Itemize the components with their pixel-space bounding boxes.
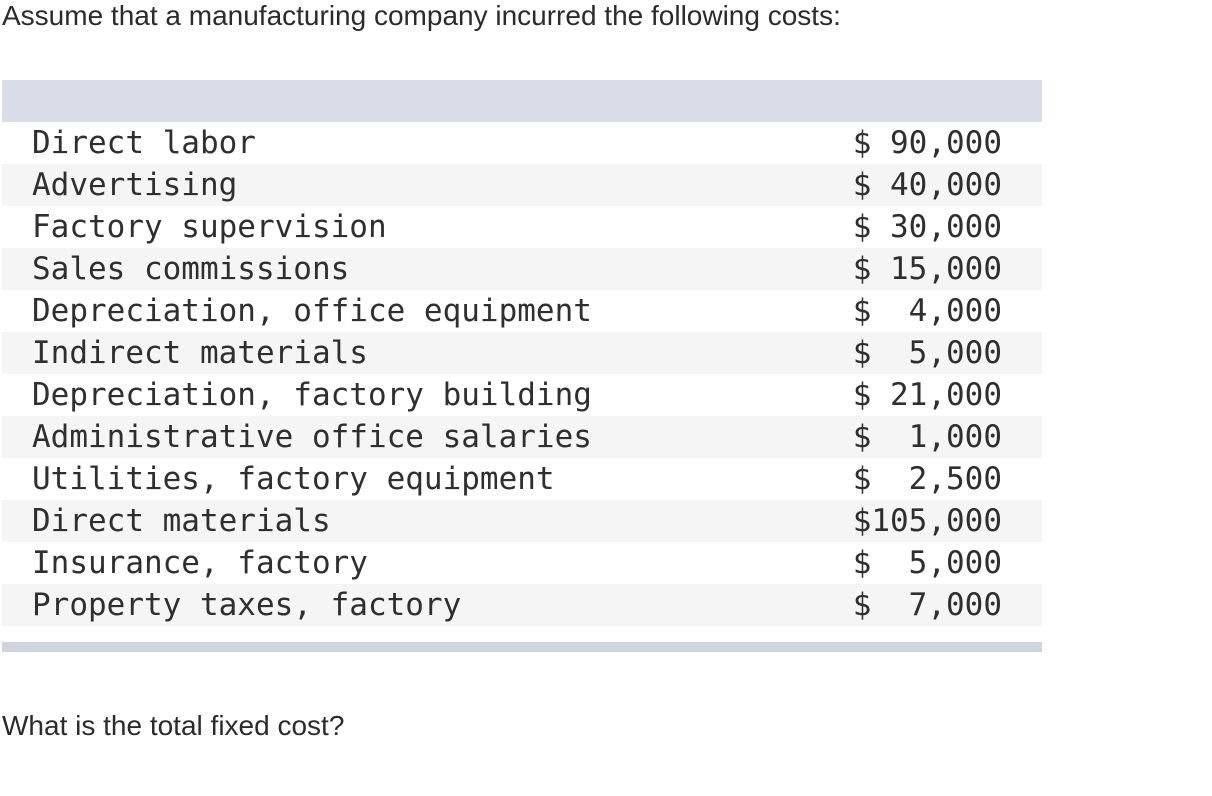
cost-value: $ 21,000 <box>852 377 1002 413</box>
cost-label: Factory supervision <box>32 209 387 245</box>
cost-label: Depreciation, factory building <box>32 377 592 413</box>
cost-value: $ 1,000 <box>852 419 1002 455</box>
table-row-advertising: Advertising $ 40,000 <box>2 164 1042 206</box>
table-row-administrative-office-salaries: Administrative office salaries $ 1,000 <box>2 416 1042 458</box>
cost-value: $ 5,000 <box>852 545 1002 581</box>
table-row-property-taxes-factory: Property taxes, factory $ 7,000 <box>2 584 1042 626</box>
cost-table: Direct labor $ 90,000 Advertising $ 40,0… <box>2 80 1042 652</box>
cost-value: $105,000 <box>852 503 1002 539</box>
cost-label: Administrative office salaries <box>32 419 592 455</box>
cost-label: Property taxes, factory <box>32 587 462 623</box>
table-spacer <box>2 626 1042 642</box>
table-body: Direct labor $ 90,000 Advertising $ 40,0… <box>2 122 1042 626</box>
cost-label: Utilities, factory equipment <box>32 461 555 497</box>
cost-label: Sales commissions <box>32 251 350 287</box>
cost-value: $ 7,000 <box>852 587 1002 623</box>
cost-label: Depreciation, office equipment <box>32 293 592 329</box>
cost-label: Direct labor <box>32 125 256 161</box>
cost-value: $ 15,000 <box>852 251 1002 287</box>
cost-label: Advertising <box>32 167 238 203</box>
cost-label: Insurance, factory <box>32 545 368 581</box>
table-row-direct-labor: Direct labor $ 90,000 <box>2 122 1042 164</box>
table-header-band <box>2 80 1042 122</box>
table-row-depreciation-factory-building: Depreciation, factory building $ 21,000 <box>2 374 1042 416</box>
cost-value: $ 30,000 <box>852 209 1002 245</box>
question-prompt: What is the total fixed cost? <box>2 710 345 741</box>
table-row-direct-materials: Direct materials $105,000 <box>2 500 1042 542</box>
table-row-insurance-factory: Insurance, factory $ 5,000 <box>2 542 1042 584</box>
table-row-sales-commissions: Sales commissions $ 15,000 <box>2 248 1042 290</box>
cost-value: $ 90,000 <box>852 125 1002 161</box>
question-intro: Assume that a manufacturing company incu… <box>2 0 841 31</box>
cost-label: Indirect materials <box>32 335 368 371</box>
table-footer-band <box>2 642 1042 652</box>
cost-label: Direct materials <box>32 503 331 539</box>
table-row-utilities-factory-equipment: Utilities, factory equipment $ 2,500 <box>2 458 1042 500</box>
cost-value: $ 4,000 <box>852 293 1002 329</box>
table-row-depreciation-office-equipment: Depreciation, office equipment $ 4,000 <box>2 290 1042 332</box>
table-row-factory-supervision: Factory supervision $ 30,000 <box>2 206 1042 248</box>
cost-value: $ 5,000 <box>852 335 1002 371</box>
cost-value: $ 2,500 <box>852 461 1002 497</box>
cost-value: $ 40,000 <box>852 167 1002 203</box>
table-row-indirect-materials: Indirect materials $ 5,000 <box>2 332 1042 374</box>
